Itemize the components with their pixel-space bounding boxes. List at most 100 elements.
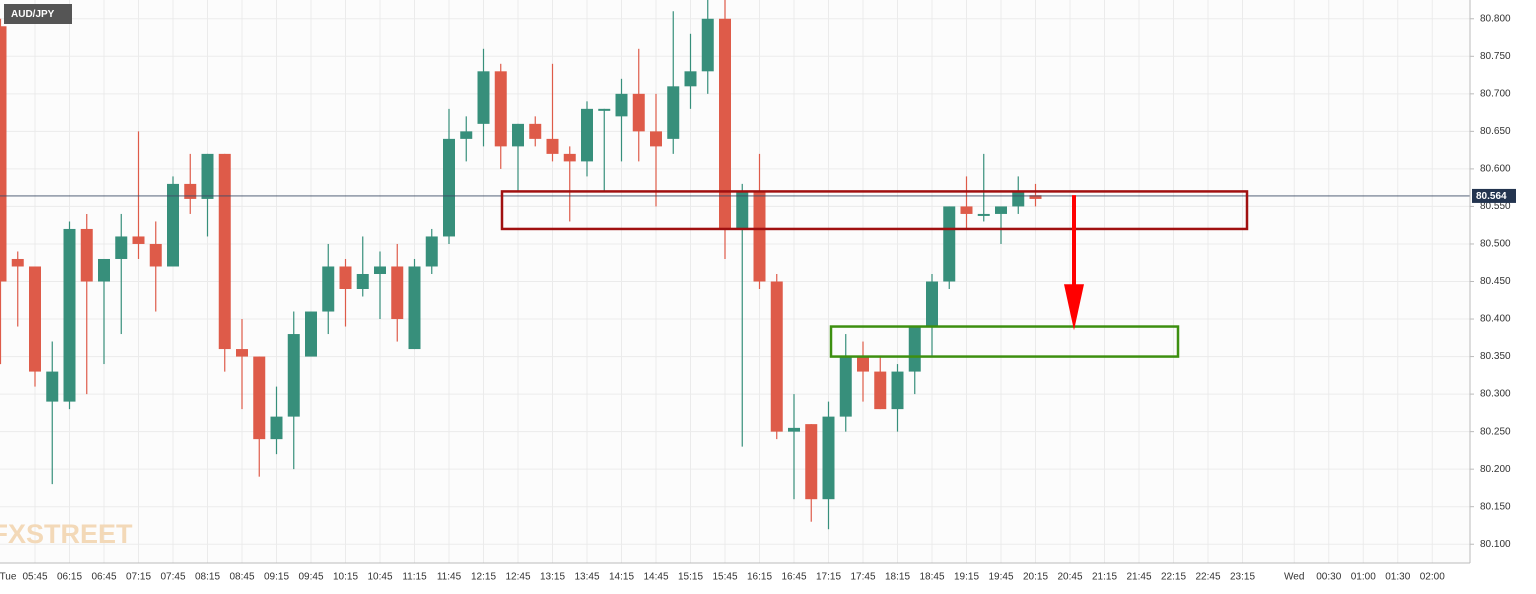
- x-tick-label: 22:45: [1195, 572, 1220, 583]
- candle-body: [115, 236, 128, 259]
- candle-body: [46, 371, 59, 402]
- candle-body: [615, 93, 628, 117]
- x-tick-label: 09:45: [298, 572, 323, 583]
- x-tick-label: 08:15: [195, 572, 220, 583]
- zone: [829, 325, 1180, 358]
- candle-body: [1012, 191, 1025, 207]
- candle-body: [98, 258, 110, 282]
- y-tick-label: 80.650: [1480, 126, 1511, 137]
- candle-body: [632, 93, 645, 132]
- x-tick-label: 13:15: [540, 572, 565, 583]
- candle-body: [425, 236, 438, 267]
- candle-body: [236, 349, 248, 357]
- candle-body: [857, 356, 869, 372]
- candle-body: [391, 266, 404, 320]
- candle-body: [650, 131, 662, 147]
- x-tick-label: 12:15: [471, 572, 496, 583]
- x-tick-label: 01:00: [1351, 572, 1376, 583]
- candle-body: [546, 138, 559, 154]
- title-box: [4, 4, 72, 24]
- y-tick-label: 80.150: [1480, 501, 1511, 512]
- candle-body: [201, 153, 214, 199]
- candle-body: [977, 213, 990, 216]
- candle-body: [908, 326, 921, 372]
- candle-body: [63, 228, 76, 402]
- x-tick-label: 19:45: [988, 572, 1013, 583]
- candle-body: [287, 334, 300, 417]
- x-tick-label: 13:45: [574, 572, 599, 583]
- candle-body: [874, 371, 887, 410]
- chart-title: AUD/JPY: [11, 9, 55, 20]
- candle-body: [598, 108, 611, 111]
- candles: [0, 0, 1042, 530]
- x-tick-label: 06:45: [91, 572, 116, 583]
- x-tick-label: 17:45: [850, 572, 875, 583]
- x-tick-label: 18:45: [919, 572, 944, 583]
- y-tick-label: 80.100: [1480, 539, 1511, 550]
- arrow-head: [1064, 284, 1084, 331]
- candle-body: [477, 71, 490, 124]
- x-tick-label: 01:30: [1385, 572, 1410, 583]
- x-tick-label: 15:45: [712, 572, 737, 583]
- candle-body: [753, 191, 766, 282]
- last-price-box: [1472, 188, 1516, 203]
- x-tick-label: 16:45: [781, 572, 806, 583]
- x-tick-label: 05:45: [22, 572, 47, 583]
- x-tick-label: 21:15: [1092, 572, 1117, 583]
- x-tick-label: 09:15: [264, 572, 289, 583]
- x-tick-label: 11:45: [437, 572, 462, 583]
- candle-body: [443, 138, 455, 237]
- candle-body: [943, 206, 956, 282]
- x-tick-label: 20:15: [1023, 572, 1048, 583]
- candle-body: [995, 206, 1007, 214]
- y-tick-label: 80.400: [1480, 314, 1511, 325]
- candle-body: [305, 311, 317, 357]
- candle-body: [926, 281, 938, 327]
- last-price-label: 80.564: [1476, 191, 1507, 202]
- candle-body: [80, 228, 93, 282]
- candle-body: [374, 266, 386, 274]
- candle-body: [839, 356, 852, 417]
- y-tick-label: 80.250: [1480, 426, 1511, 437]
- candle-body: [667, 86, 680, 139]
- candle-body: [1029, 195, 1042, 199]
- candle-body: [891, 371, 904, 410]
- x-tick-label: 20:45: [1057, 572, 1082, 583]
- candle-body: [460, 131, 473, 139]
- x-tick-label: 14:45: [643, 572, 668, 583]
- candle-body: [408, 266, 421, 350]
- candle-body: [684, 71, 697, 87]
- x-tick-label: 19:15: [954, 572, 979, 583]
- candle-body: [822, 416, 835, 500]
- x-tick-label: 22:15: [1161, 572, 1186, 583]
- grid: [0, 0, 1470, 563]
- candle-body: [494, 71, 507, 147]
- candle-body: [719, 18, 731, 229]
- y-tick-label: 80.350: [1480, 351, 1511, 362]
- candle-body: [805, 424, 818, 500]
- x-tick-label: 12:45: [505, 572, 530, 583]
- y-tick-label: 80.200: [1480, 464, 1511, 475]
- candle-body: [770, 281, 783, 432]
- y-tick-label: 80.500: [1480, 239, 1511, 250]
- candle-body: [322, 266, 335, 312]
- x-tick-label: 10:15: [333, 572, 358, 583]
- candle-body: [218, 153, 231, 350]
- y-tick-label: 80.450: [1480, 276, 1511, 287]
- candle-body: [701, 18, 714, 72]
- candle-body: [960, 206, 973, 214]
- candle-body: [563, 153, 576, 162]
- candle-body: [736, 191, 749, 229]
- y-tick-label: 80.600: [1480, 164, 1511, 175]
- x-tick-label: 08:45: [229, 572, 254, 583]
- candle-body: [339, 266, 352, 290]
- candle-body: [0, 26, 7, 282]
- x-tick-label: 00:30: [1316, 572, 1341, 583]
- watermark: FXSTREET: [0, 519, 133, 549]
- y-tick-label: 80.800: [1480, 13, 1511, 24]
- candle-body: [29, 266, 41, 372]
- candle-body: [270, 416, 283, 440]
- x-tick-label: Wed: [1284, 572, 1304, 583]
- candle-body: [581, 108, 593, 162]
